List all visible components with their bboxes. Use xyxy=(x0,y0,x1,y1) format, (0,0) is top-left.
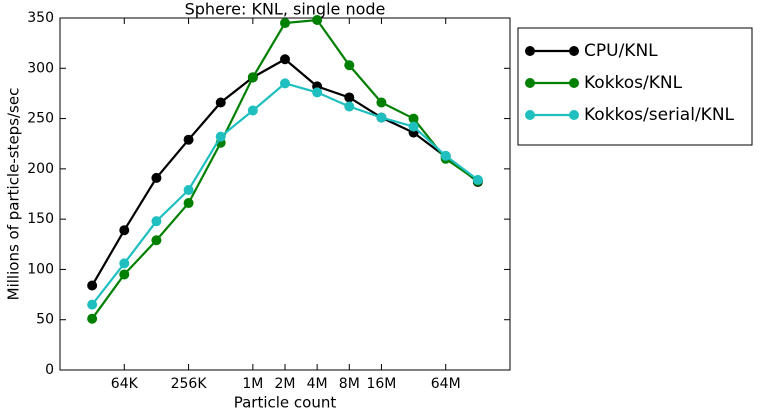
data-point xyxy=(87,280,98,291)
data-point xyxy=(247,105,258,116)
legend xyxy=(517,27,753,146)
data-point xyxy=(151,172,162,183)
x-tick-label: 1M xyxy=(242,376,263,392)
x-tick-label: 64K xyxy=(111,376,139,392)
x-tick-label: 8M xyxy=(339,376,360,392)
legend-marker xyxy=(525,46,535,56)
legend-marker xyxy=(569,110,579,120)
legend-marker xyxy=(525,110,535,120)
legend-marker xyxy=(569,78,579,88)
data-point xyxy=(280,18,290,29)
y-axis-label: Millions of particle-steps/sec xyxy=(5,88,23,301)
x-tick-label: 4M xyxy=(307,376,328,392)
x-tick-label: 256K xyxy=(171,376,208,392)
data-point xyxy=(280,78,290,89)
data-point xyxy=(344,92,355,103)
data-point xyxy=(215,97,226,108)
legend-label: CPU/KNL xyxy=(584,41,658,61)
data-point xyxy=(408,113,419,124)
y-tick-label: 150 xyxy=(27,211,54,227)
x-tick-label: 2M xyxy=(275,376,296,392)
data-point xyxy=(183,198,194,209)
data-point xyxy=(440,150,451,161)
data-point xyxy=(87,299,98,310)
data-point xyxy=(151,235,162,246)
y-tick-label: 50 xyxy=(36,312,54,328)
x-tick-label: 16M xyxy=(366,376,396,392)
chart-title: Sphere: KNL, single node xyxy=(185,0,386,19)
data-point xyxy=(247,72,258,83)
data-point xyxy=(119,225,130,236)
data-point xyxy=(280,54,290,65)
data-point xyxy=(472,174,483,185)
legend-marker xyxy=(569,46,579,56)
data-point xyxy=(344,60,355,71)
y-tick-label: 100 xyxy=(27,261,54,277)
data-point xyxy=(183,184,194,195)
data-point xyxy=(151,216,162,227)
x-tick-label: 64M xyxy=(431,376,461,392)
y-tick-label: 200 xyxy=(27,161,54,177)
data-point xyxy=(87,313,98,324)
data-point xyxy=(183,134,194,145)
legend-label: Kokkos/serial/KNL xyxy=(584,105,735,125)
y-tick-label: 350 xyxy=(27,10,54,26)
data-point xyxy=(312,87,323,98)
data-point xyxy=(215,131,226,142)
series-line xyxy=(91,82,479,306)
legend-marker xyxy=(525,78,535,88)
data-point xyxy=(408,121,419,132)
data-point xyxy=(344,101,355,112)
series-line xyxy=(91,57,479,287)
series-line xyxy=(91,18,479,320)
y-tick-label: 250 xyxy=(27,111,54,127)
data-point xyxy=(376,97,387,108)
legend-label: Kokkos/KNL xyxy=(584,73,683,93)
data-point xyxy=(119,258,130,269)
data-point xyxy=(119,269,130,280)
data-point xyxy=(312,15,323,26)
y-tick-label: 300 xyxy=(27,60,54,76)
plot-frame xyxy=(59,17,511,371)
data-point xyxy=(376,112,387,123)
y-tick-label: 0 xyxy=(45,362,54,378)
x-axis-label: Particle count xyxy=(234,394,337,412)
